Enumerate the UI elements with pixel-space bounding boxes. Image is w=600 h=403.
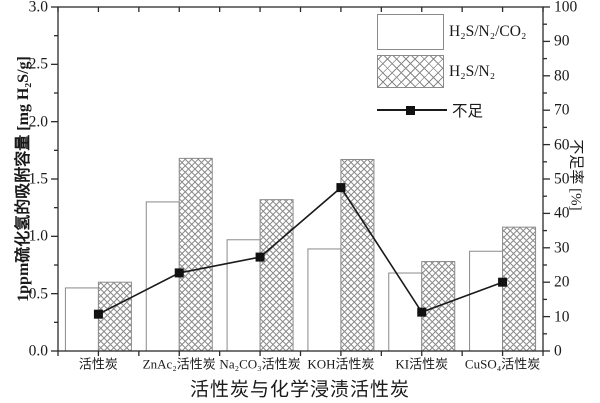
legend-item-h2s-n2: H₂S/N₂ [377,55,495,88]
line-marker-item2 [255,252,265,262]
hatched-bar-swatch [377,55,444,88]
legend-label-h2s-n2: H₂S/N₂ [449,62,496,80]
bar-series0-item1 [145,201,180,352]
white-bar-swatch [377,14,444,50]
x-axis-title: 活性炭与化学浸渍活性炭 [189,379,411,401]
bar-series0-item4 [388,272,423,352]
line-marker-item0 [93,309,103,319]
shortage-line [98,186,503,315]
bar-series1-item0 [97,281,132,352]
bar-series0-item3 [307,248,342,352]
line-marker-item4 [417,307,427,317]
line-marker-item3 [336,183,346,193]
line-marker-item1 [174,268,184,278]
right-axis-title: 不足率 [%] [567,139,584,211]
legend-label-h2s-n2-co2: H₂S/N₂/CO₂ [449,23,527,40]
bar-series0-item0 [64,287,99,352]
legend-label-shortage: 不足 [452,103,484,120]
bar-series0-item5 [469,250,504,352]
legend-item-shortage-line: 不足 [377,102,484,120]
line-marker-swatch [377,102,447,118]
bar-series1-item3 [340,159,375,352]
bar-series1-item2 [259,199,294,352]
bar-series0-item2 [226,239,261,352]
left-axis-title: 1ppm硫化氢的吸附容量 [mg H₂S/g] [15,56,32,302]
line-marker-item5 [498,277,508,287]
square-marker-icon [406,105,415,115]
legend-item-h2s-n2-co2: H₂S/N₂/CO₂ [377,14,526,50]
bar-series1-item5 [502,226,537,352]
bar-series1-item1 [178,157,213,352]
